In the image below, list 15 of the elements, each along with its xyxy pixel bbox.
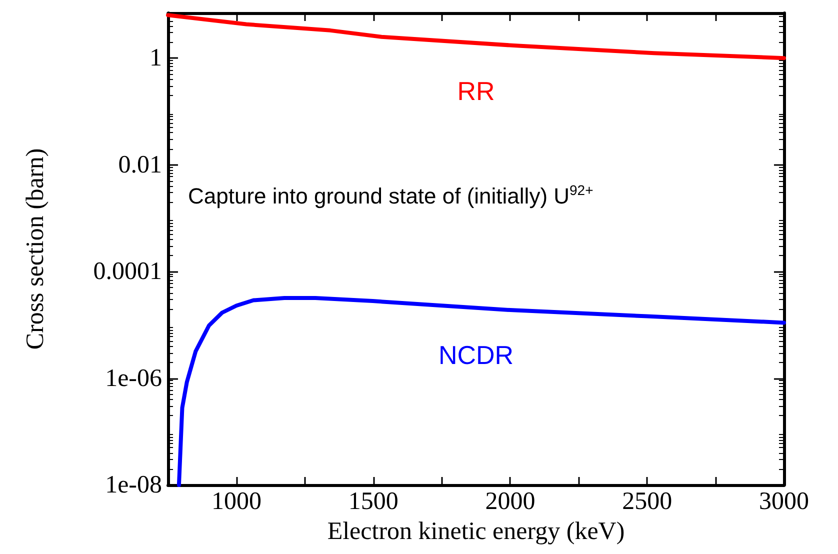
series-label: NCDR <box>438 340 514 370</box>
y-tick-label: 1 <box>150 44 162 72</box>
y-tick-label: 0.01 <box>118 151 162 178</box>
x-tick-label: 1000 <box>211 488 262 515</box>
y-tick-label: 0.0001 <box>93 258 162 286</box>
x-tick-label: 3000 <box>759 488 809 515</box>
x-tick-label: 2500 <box>622 488 672 515</box>
series-label: RR <box>457 76 495 106</box>
y-tick-label: 1e-08 <box>105 472 162 498</box>
x-tick-label: 2000 <box>485 488 536 515</box>
x-axis-title: Electron kinetic energy (keV) <box>327 518 625 545</box>
y-axis-title: Cross section (barn) <box>22 148 49 350</box>
line-series <box>176 296 786 487</box>
y-tick-label: 1e-06 <box>105 364 162 392</box>
x-tick-label: 1500 <box>348 488 398 515</box>
